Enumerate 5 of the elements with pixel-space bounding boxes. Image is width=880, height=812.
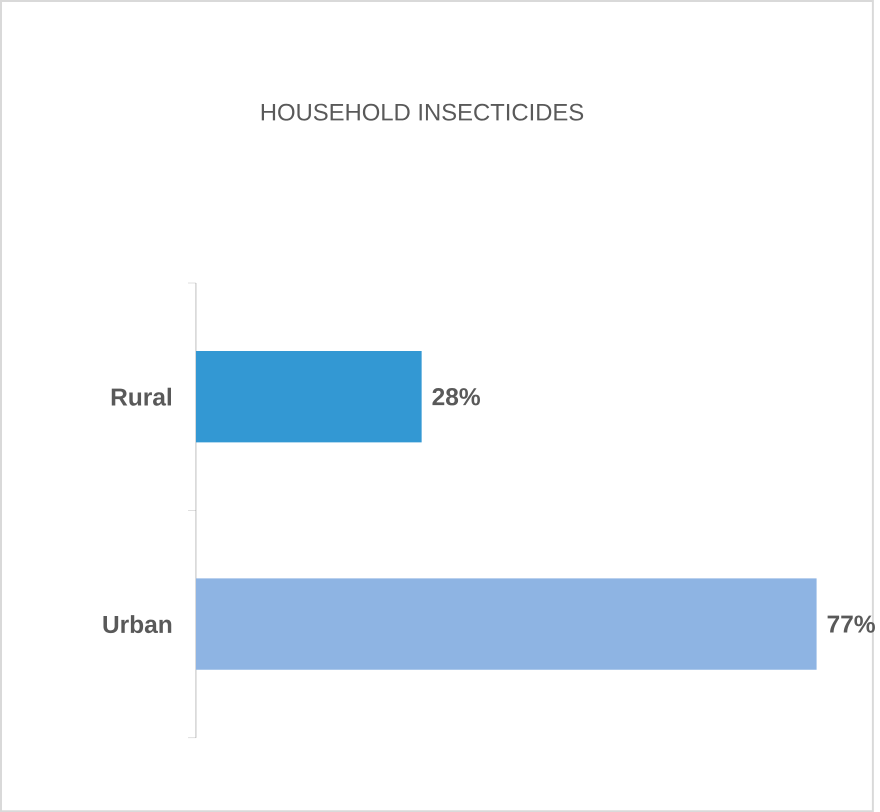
y-tick-label: Rural	[112, 388, 171, 406]
chart-title: HOUSEHOLD INSECTICIDES	[262, 104, 584, 120]
data-label: 28%	[432, 388, 480, 406]
y-tick-label: Urban	[103, 614, 172, 633]
data-label: 77%	[828, 615, 875, 633]
